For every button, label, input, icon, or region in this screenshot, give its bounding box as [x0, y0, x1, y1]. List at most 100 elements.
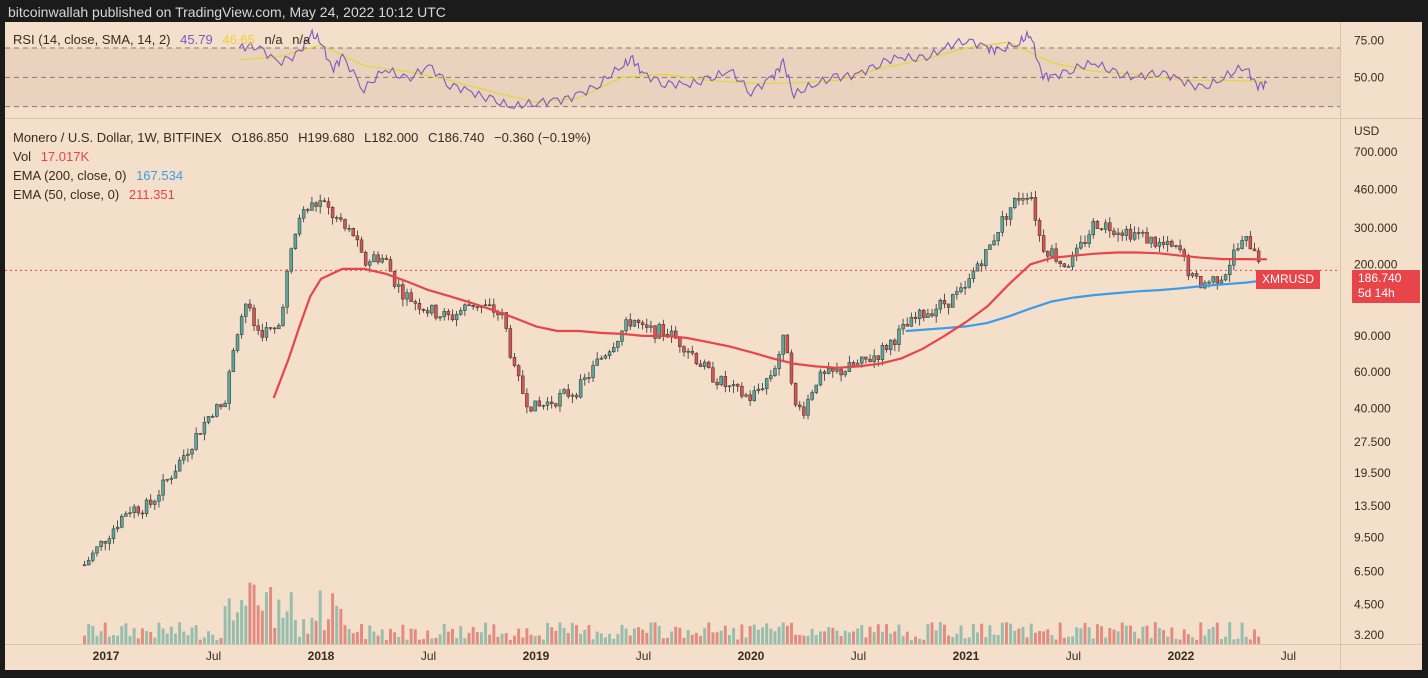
ema50-value: 211.351 — [128, 187, 175, 202]
rsi-legend: RSI (14, close, SMA, 14, 2) 45.79 46.65 … — [13, 32, 316, 47]
candle-body — [339, 217, 343, 220]
volume-bar — [372, 631, 376, 644]
candle-body — [1008, 207, 1013, 220]
candle-body — [1091, 221, 1095, 236]
ema50-legend-row: EMA (50, close, 0) 211.351 — [13, 185, 597, 204]
candle-body — [405, 292, 409, 300]
candle-body — [1132, 232, 1137, 240]
candle-body — [599, 357, 604, 360]
candle-body — [492, 304, 496, 313]
price-tick-label: 90.000 — [1354, 329, 1391, 343]
price-tick-label: 300.000 — [1354, 221, 1398, 235]
volume-bar — [244, 605, 248, 644]
volume-bar — [860, 625, 864, 644]
grid-layer — [5, 22, 1422, 670]
volume-bar — [761, 627, 765, 644]
volume-bar — [360, 624, 363, 644]
volume-bar — [355, 631, 359, 644]
volume-bar — [959, 625, 963, 644]
candle-body — [95, 546, 99, 554]
candle-body — [1128, 228, 1133, 240]
candle-body — [1240, 240, 1244, 249]
volume-bar — [926, 624, 930, 644]
volume-bar — [1253, 629, 1256, 644]
candle-body — [549, 401, 554, 404]
volume-bar — [1079, 628, 1083, 644]
volume-bar — [1170, 627, 1174, 644]
volume-bar — [186, 635, 190, 644]
candle-body — [578, 379, 583, 398]
candle-body — [636, 319, 641, 324]
candle-body — [905, 324, 909, 327]
volume-bar — [930, 622, 934, 644]
time-tick-label: 2017 — [93, 649, 120, 663]
candle-body — [930, 313, 934, 317]
volume-bar — [711, 632, 715, 644]
volume-bar — [756, 629, 760, 644]
volume-bar — [264, 592, 268, 644]
publish-info: bitcoinwallah published on TradingView.c… — [8, 4, 446, 20]
candle-body — [1058, 261, 1062, 264]
volume-bar — [827, 627, 831, 644]
candle-body — [107, 538, 112, 544]
volume-bar — [1240, 622, 1244, 644]
volume-bar — [211, 634, 215, 644]
volume-bar — [533, 635, 537, 644]
volume-bar — [488, 634, 492, 644]
volume-bar — [157, 622, 161, 644]
candle-body — [818, 371, 823, 386]
volume-bar — [318, 590, 322, 644]
candle-body — [235, 334, 240, 351]
candle-body — [1108, 222, 1112, 232]
volume-bar — [901, 635, 905, 644]
volume-bar — [909, 639, 913, 644]
candle-body — [959, 287, 963, 292]
candle-body — [82, 564, 87, 567]
candle-body — [86, 560, 91, 566]
candle-body — [1029, 197, 1033, 199]
candle-body — [289, 248, 293, 272]
volume-bar — [1133, 631, 1137, 644]
volume-bar — [277, 599, 281, 644]
volume-bar — [914, 636, 917, 644]
candle-body — [950, 294, 955, 308]
volume-bar — [790, 622, 793, 644]
candle-body — [475, 306, 480, 308]
price-tick-label: 4.500 — [1354, 597, 1384, 611]
candle-body — [620, 330, 624, 342]
candle-body — [702, 361, 707, 367]
volume-bar — [451, 628, 454, 644]
volume-bar — [215, 639, 219, 644]
candle-body — [690, 350, 694, 354]
ema50-line — [272, 251, 1267, 399]
volume-bar — [947, 635, 951, 644]
candle-body — [946, 303, 951, 308]
volume-bar — [942, 624, 946, 644]
candle-body — [306, 209, 310, 211]
volume-bar — [694, 632, 698, 644]
candle-body — [1182, 249, 1186, 256]
volume-bar — [583, 629, 587, 644]
volume-bar — [1162, 630, 1166, 644]
volume-bar — [868, 626, 872, 644]
volume-bar — [529, 634, 533, 644]
volume-bar — [1182, 629, 1186, 644]
candle-body — [835, 368, 839, 372]
candle-body — [616, 341, 620, 348]
volume-bar — [653, 622, 657, 644]
candle-body — [1190, 273, 1195, 277]
candle-body — [1083, 241, 1087, 244]
chart-canvas[interactable]: 75.0050.00700.000460.000300.000200.00014… — [5, 22, 1422, 670]
volume-bar — [748, 626, 752, 644]
volume-bar — [976, 632, 979, 644]
candle-body — [988, 244, 992, 250]
volume-bar — [376, 635, 380, 644]
volume-bar — [814, 635, 818, 644]
candle-body — [318, 200, 322, 207]
candle-body — [698, 363, 703, 367]
volume-bar — [368, 625, 372, 644]
candle-body — [640, 322, 645, 326]
volume-bar — [831, 627, 835, 644]
chart-area: 75.0050.00700.000460.000300.000200.00014… — [5, 22, 1422, 670]
price-axis-border — [1340, 22, 1341, 670]
